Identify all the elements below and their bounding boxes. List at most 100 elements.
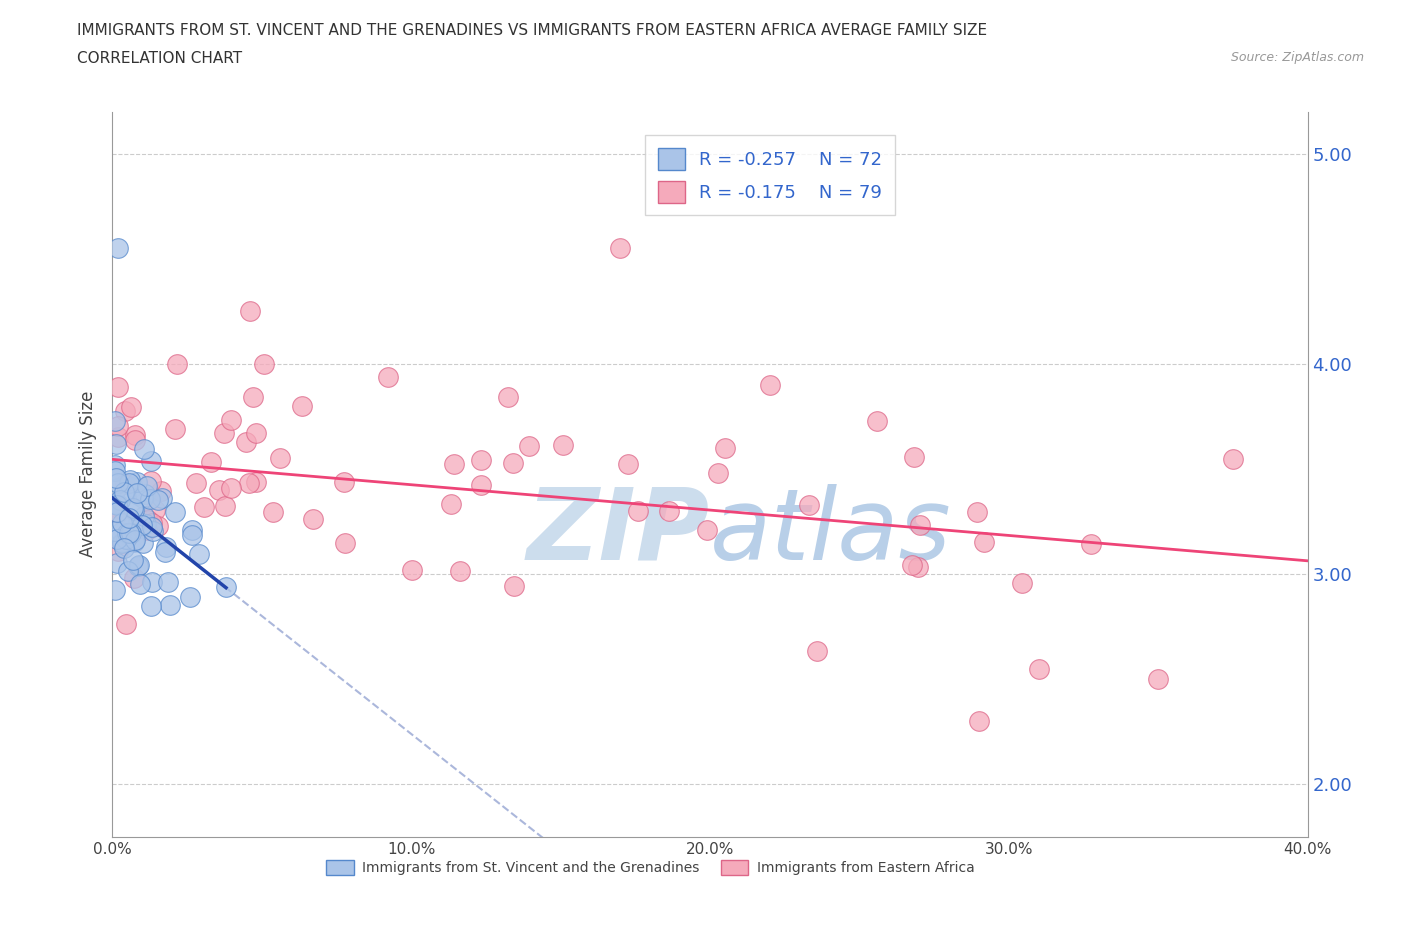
Point: [121, 500, 143, 515]
Point: [966, 505, 988, 520]
Point: [502, 578, 524, 593]
Point: [214, 498, 236, 513]
Point: [551, 437, 574, 452]
Point: [143, 503, 166, 518]
Point: [713, 441, 735, 456]
Point: [157, 574, 180, 589]
Point: [117, 525, 139, 540]
Point: [1011, 575, 1033, 590]
Point: [696, 523, 718, 538]
Point: [200, 455, 222, 470]
Point: [142, 524, 165, 538]
Point: [105, 532, 128, 547]
Point: [139, 598, 162, 613]
Point: [759, 378, 782, 392]
Point: [302, 512, 325, 527]
Point: [806, 644, 828, 658]
Point: [114, 476, 136, 491]
Point: [104, 413, 127, 428]
Point: [107, 544, 129, 559]
Point: [124, 432, 146, 447]
Point: [120, 525, 142, 540]
Point: [332, 474, 354, 489]
Point: [118, 476, 141, 491]
Point: [253, 356, 276, 371]
Point: [242, 389, 264, 404]
Point: [117, 565, 139, 579]
Point: [212, 426, 235, 441]
Point: [120, 400, 142, 415]
Point: [470, 452, 492, 467]
Point: [125, 485, 148, 500]
Text: IMMIGRANTS FROM ST. VINCENT AND THE GRENADINES VS IMMIGRANTS FROM EASTERN AFRICA: IMMIGRANTS FROM ST. VINCENT AND THE GREN…: [77, 23, 987, 38]
Point: [165, 422, 187, 437]
Point: [136, 513, 159, 528]
Point: [105, 498, 128, 512]
Point: [104, 463, 127, 478]
Point: [117, 528, 139, 543]
Point: [139, 491, 162, 506]
Point: [115, 617, 138, 631]
Point: [134, 486, 156, 501]
Point: [105, 555, 128, 570]
Point: [141, 519, 163, 534]
Point: [127, 487, 149, 502]
Point: [121, 553, 143, 568]
Point: [219, 413, 242, 428]
Point: [208, 483, 231, 498]
Point: [181, 527, 204, 542]
Point: [107, 506, 129, 521]
Text: ZIP: ZIP: [527, 484, 710, 581]
Point: [132, 509, 155, 524]
Point: [111, 536, 134, 551]
Point: [1222, 451, 1244, 466]
Point: [112, 485, 135, 499]
Point: [239, 304, 262, 319]
Point: [118, 511, 141, 525]
Point: [141, 515, 163, 530]
Point: [496, 390, 519, 405]
Point: [401, 563, 423, 578]
Point: [107, 504, 129, 519]
Point: [219, 481, 242, 496]
Point: [139, 454, 162, 469]
Point: [105, 480, 128, 495]
Point: [125, 474, 148, 489]
Point: [155, 539, 177, 554]
Point: [440, 496, 463, 511]
Point: [105, 436, 128, 451]
Point: [150, 484, 173, 498]
Point: [134, 517, 156, 532]
Point: [121, 480, 143, 495]
Point: [108, 493, 131, 508]
Point: [132, 491, 155, 506]
Point: [115, 531, 138, 546]
Point: [110, 525, 132, 539]
Point: [967, 714, 990, 729]
Point: [377, 370, 399, 385]
Point: [107, 497, 129, 512]
Point: [104, 524, 127, 538]
Point: [166, 357, 188, 372]
Point: [131, 517, 153, 532]
Point: [335, 535, 357, 550]
Point: [153, 544, 176, 559]
Point: [449, 564, 471, 578]
Point: [502, 456, 524, 471]
Point: [114, 404, 136, 418]
Point: [122, 570, 145, 585]
Point: [128, 558, 150, 573]
Point: [910, 517, 932, 532]
Point: [1147, 671, 1170, 686]
Text: Source: ZipAtlas.com: Source: ZipAtlas.com: [1230, 51, 1364, 64]
Point: [627, 503, 650, 518]
Point: [1028, 661, 1050, 676]
Point: [797, 498, 820, 512]
Point: [107, 500, 129, 515]
Point: [110, 535, 132, 550]
Point: [146, 518, 169, 533]
Point: [112, 540, 135, 555]
Point: [107, 241, 129, 256]
Point: [132, 442, 155, 457]
Point: [104, 471, 127, 485]
